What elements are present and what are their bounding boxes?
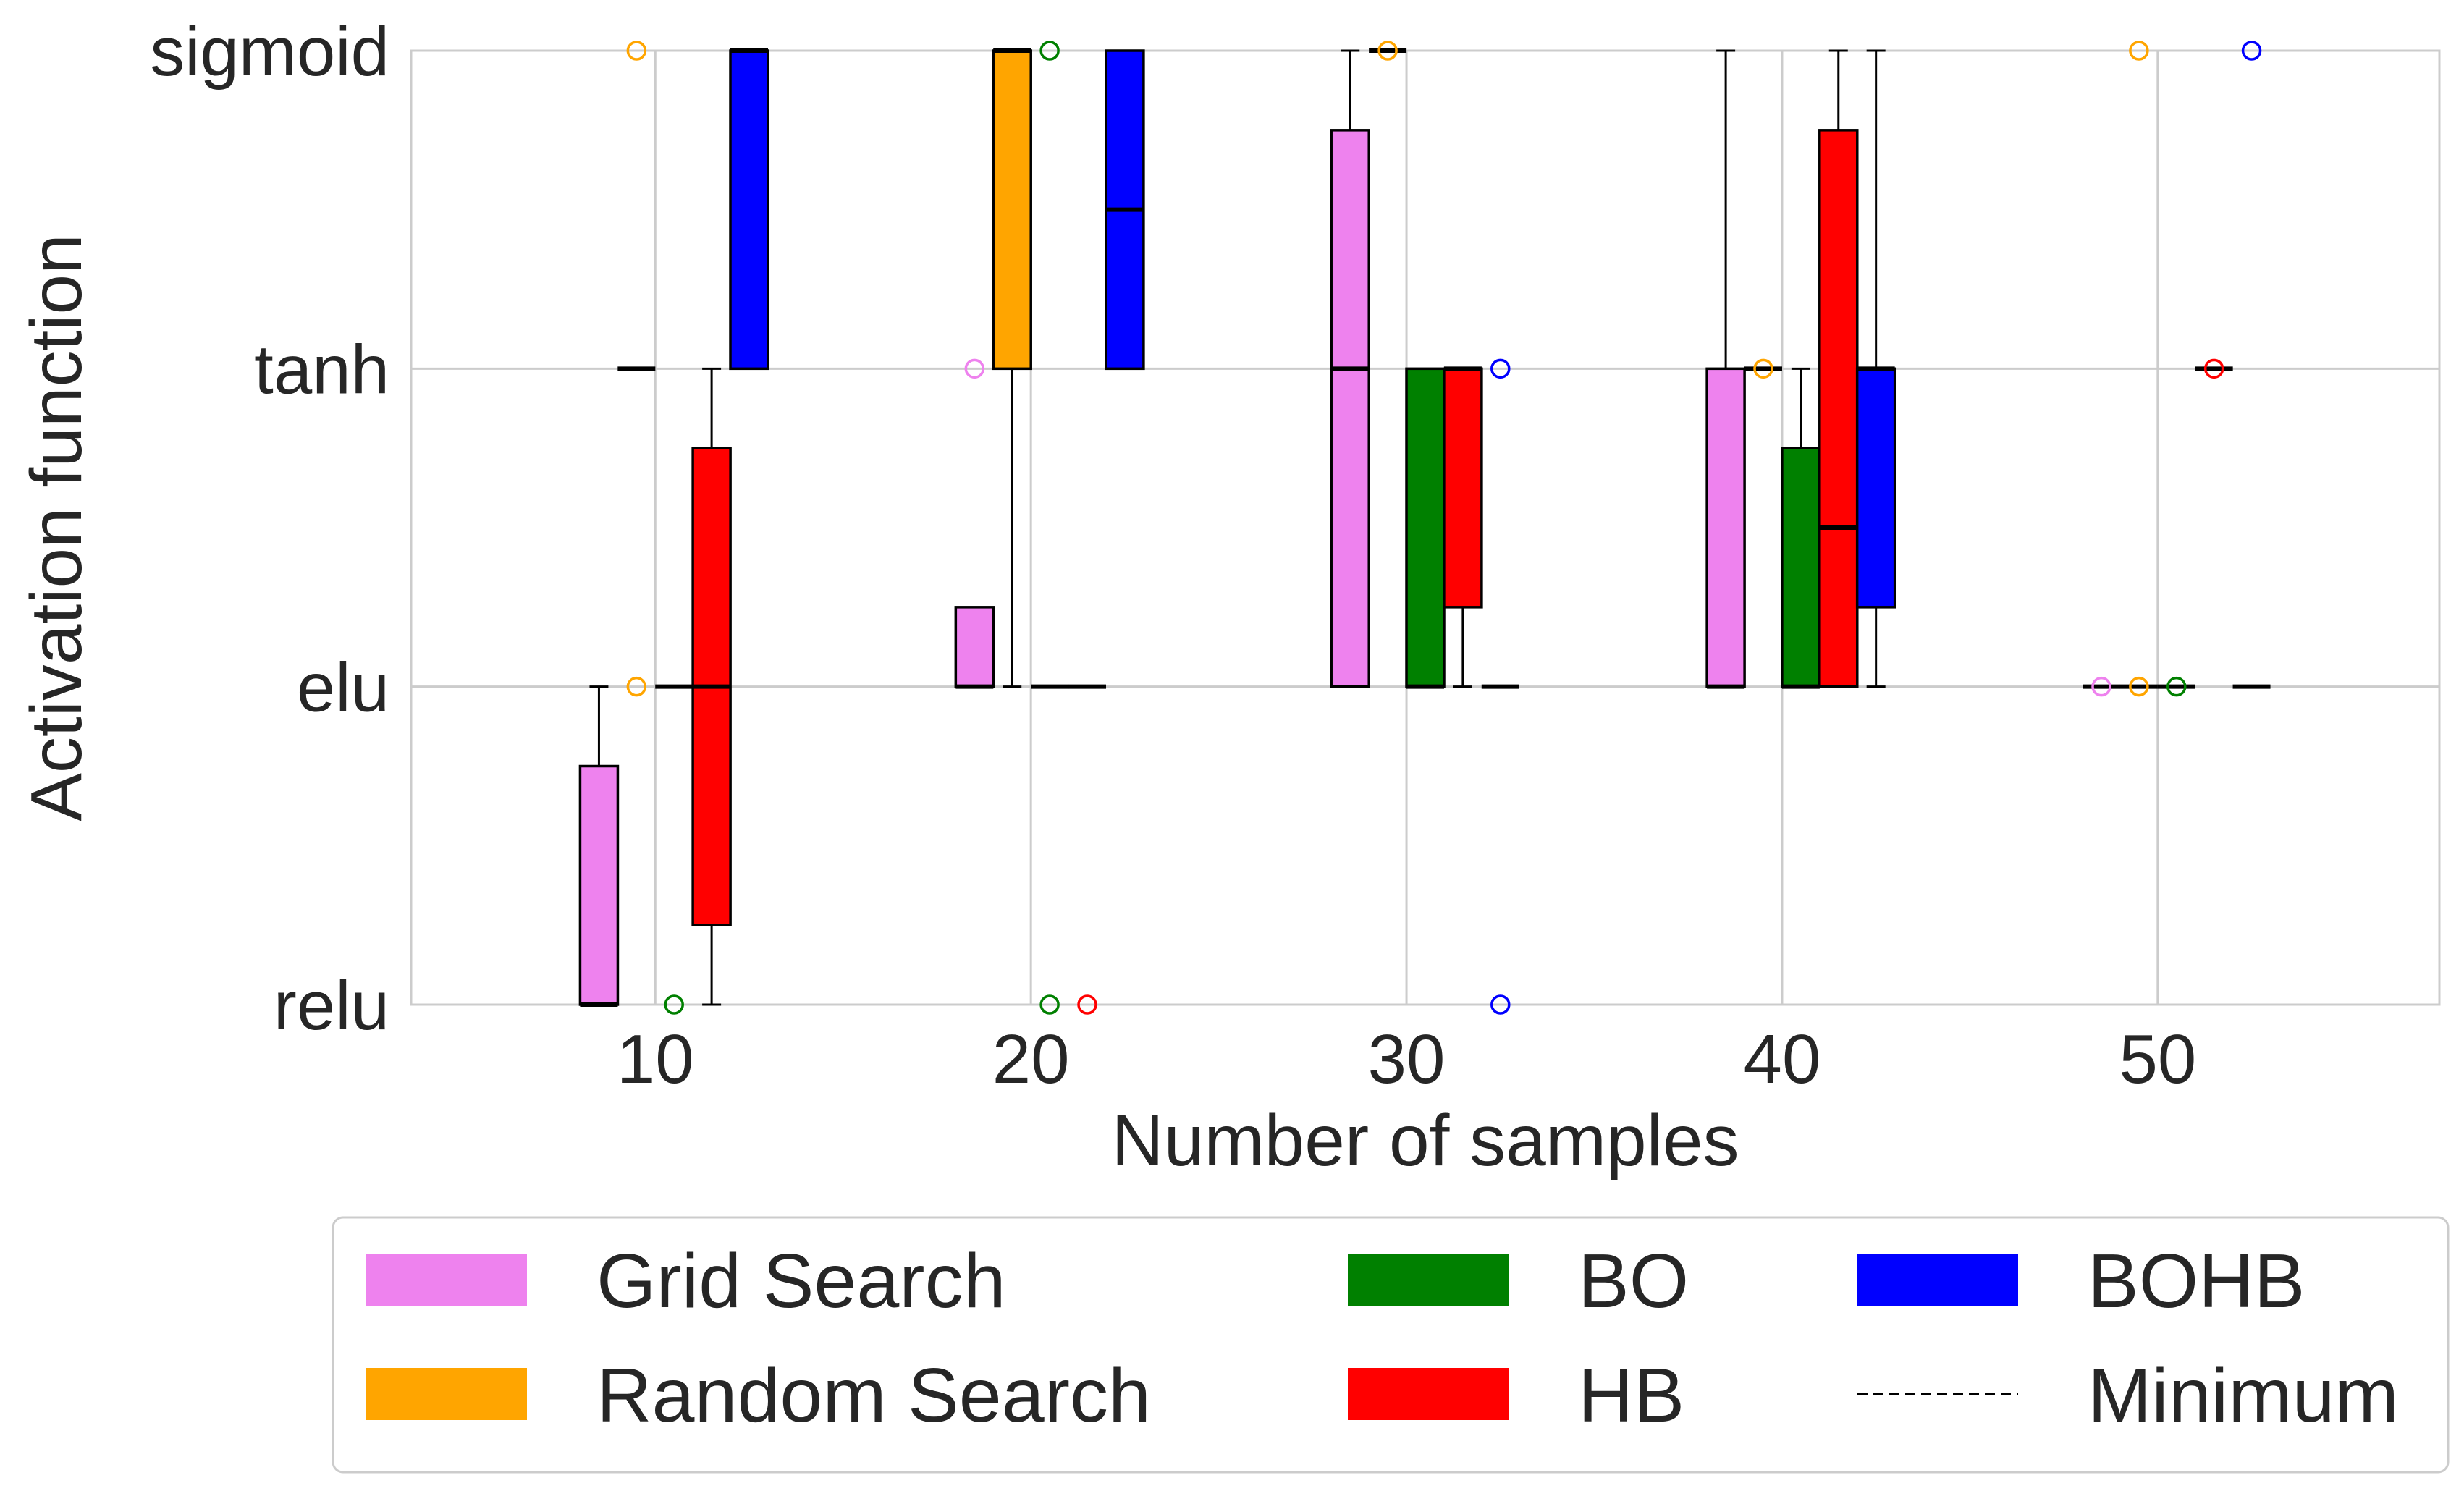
box-bohb-40 [1855,49,1896,688]
flier-point [626,676,647,697]
flier-point [2241,41,2262,61]
box-body [1705,367,1746,688]
legend-swatch [1348,1368,1509,1420]
flier-point [2129,676,2149,697]
legend-entry-grid-search: Grid Search [366,1238,1006,1324]
box-bohb-20 [1105,49,1145,371]
legend-swatch [366,1368,527,1420]
legend-label: Random Search [596,1353,1151,1438]
flier-point [1077,994,1097,1015]
box-bo-40 [1781,367,1821,689]
box-bo-20 [1031,41,1069,1015]
box-body [1330,129,1370,688]
box-random-search-20 [992,48,1032,688]
legend-label: Grid Search [596,1238,1006,1324]
flier-point [1753,358,1773,379]
box-bo-50 [2157,676,2195,697]
legend-label: BOHB [2088,1238,2305,1324]
series-bo [655,41,2195,1015]
legend-label: Minimum [2088,1353,2399,1438]
legend-label: HB [1578,1353,1684,1438]
box-hb-20 [1068,684,1106,1015]
y-tick-label-relu: relu [274,967,389,1044]
series-random-search [617,41,2158,697]
box-grid-search-40 [1705,49,1746,689]
tick-labels: 10 20 30 40 50 relu elu tanh sigmoid [150,13,2196,1098]
legend-entry-bo: BO [1348,1238,1689,1324]
box-body [992,49,1032,371]
flier-point [1039,994,1060,1015]
box-body [1781,447,1821,688]
box-hb-30 [1443,366,1483,688]
legend-swatch [1857,1254,2018,1306]
y-tick-label-tanh: tanh [254,331,389,408]
flier-point [964,358,985,379]
box-body [1405,367,1446,688]
flier-point [1490,358,1511,379]
box-grid-search-50 [2083,676,2120,697]
box-bo-10 [655,684,693,1015]
y-tick-label-sigmoid: sigmoid [150,13,389,90]
flier-point [2203,358,2224,379]
box-grid-search-10 [578,685,620,1007]
flier-point [2129,41,2149,61]
box-hb-10 [691,367,732,1006]
legend-entry-bohb: BOHB [1857,1238,2305,1324]
box-hb-40 [1818,49,1859,688]
flier-point [626,41,647,61]
box-marks [578,41,2271,1015]
x-tick-label-40: 40 [1744,1021,1821,1098]
box-random-search-10 [617,41,656,697]
series-grid-search [578,49,2120,1007]
box-random-search-40 [1744,358,1782,379]
box-random-search-30 [1369,41,1407,61]
box-body [1855,367,1896,609]
box-bo-30 [1405,367,1446,689]
box-body [1818,129,1859,688]
series-bohb [729,41,2271,1015]
x-tick-label-20: 20 [992,1021,1070,1098]
box-random-search-50 [2119,41,2158,697]
box-bohb-30 [1481,358,1519,1015]
flier-point [664,994,684,1015]
box-body [1443,367,1483,609]
legend-entry-hb: HB [1348,1353,1684,1438]
series-hb [691,49,2233,1015]
box-body [578,764,620,1006]
box-body [954,606,995,688]
y-axis-label: Activation function [16,234,97,821]
flier-point [2091,676,2111,697]
flier-point [1039,41,1060,61]
legend-swatch [1348,1254,1509,1306]
legend-entry-random-search: Random Search [366,1353,1151,1438]
box-bohb-50 [2232,41,2271,689]
legend-swatch [366,1254,527,1306]
y-tick-label-elu: elu [297,649,389,727]
flier-point [1377,41,1398,61]
box-hb-50 [2195,358,2233,379]
x-tick-label-10: 10 [617,1021,694,1098]
legend-label: BO [1578,1238,1689,1324]
box-grid-search-30 [1330,49,1370,688]
legend-entry-minimum: Minimum [1857,1353,2399,1438]
box-grid-search-20 [954,358,995,689]
flier-point [2166,676,2187,697]
plot-area-frame [410,49,2441,1006]
flier-point [1490,994,1511,1015]
box-body [729,49,769,371]
x-tick-label-50: 50 [2119,1021,2196,1098]
box-bohb-10 [729,48,769,371]
x-tick-label-30: 30 [1368,1021,1446,1098]
x-axis-label: Number of samples [1112,1100,1739,1181]
